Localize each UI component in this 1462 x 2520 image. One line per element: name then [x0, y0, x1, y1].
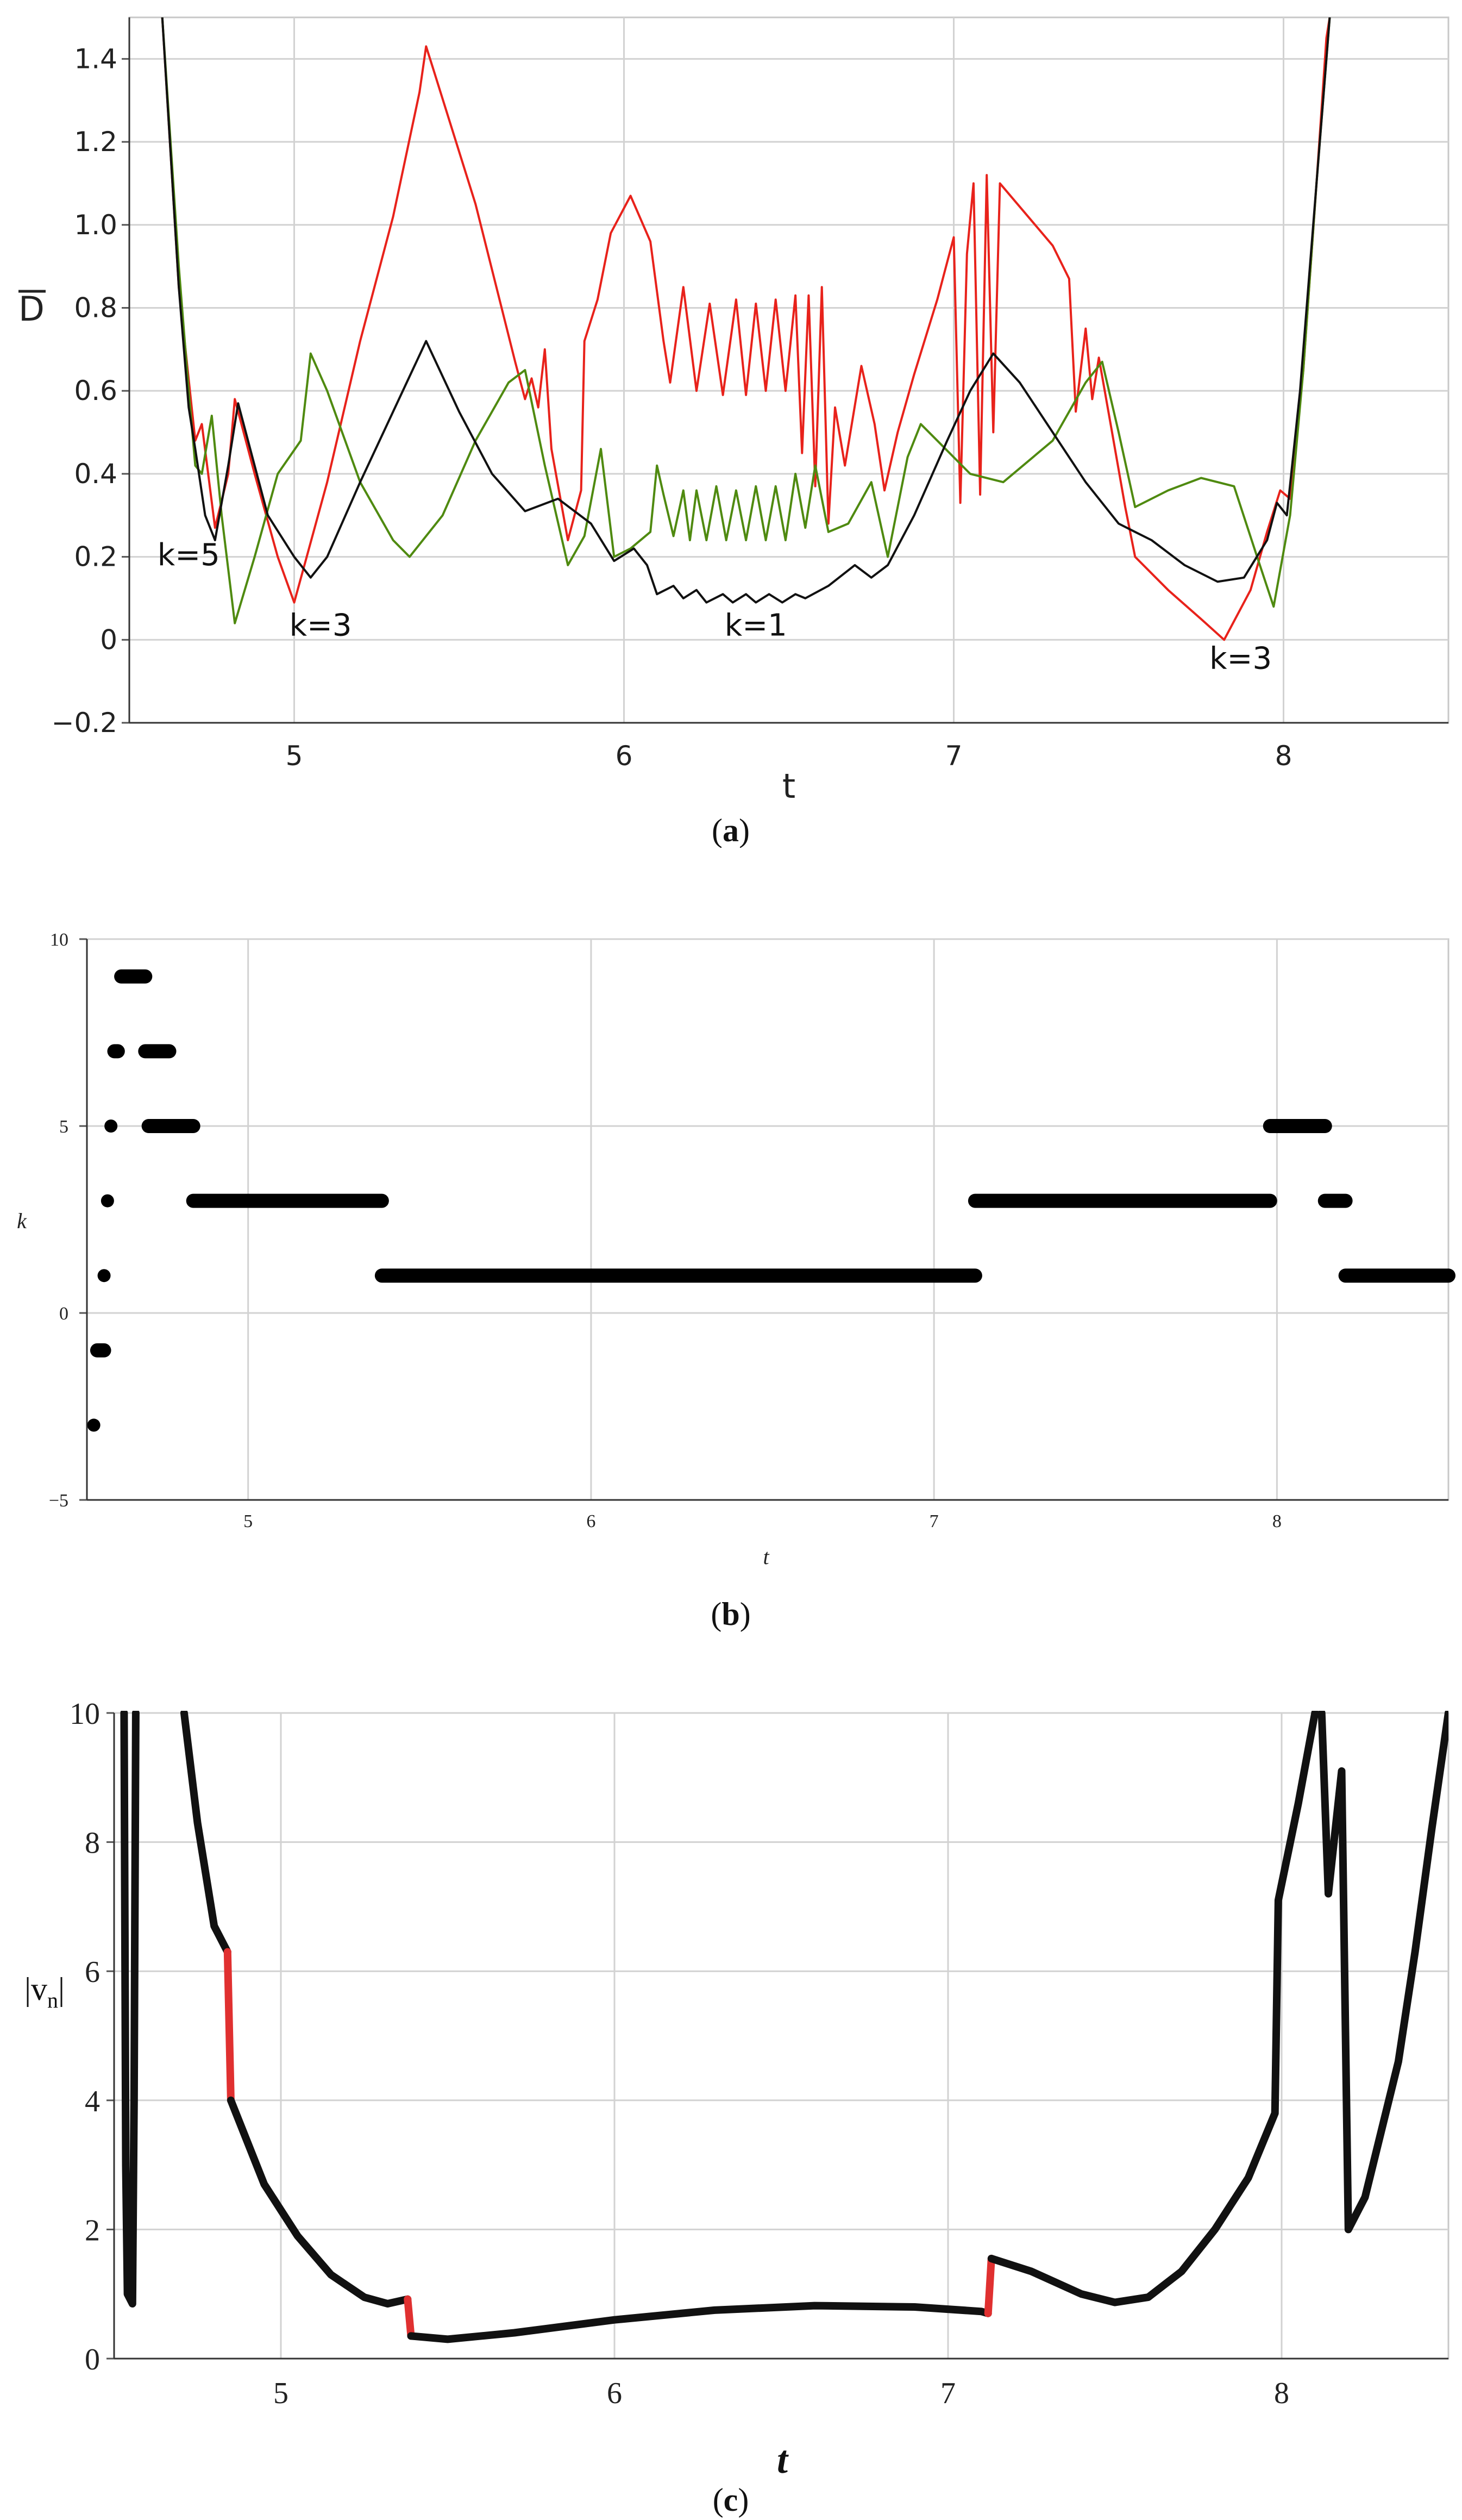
x-tick-label: 5 — [286, 740, 303, 772]
y-tick-label: 0 — [59, 1304, 68, 1324]
x-axis-label: t — [777, 2438, 789, 2481]
y-tick-label: 0.8 — [74, 292, 117, 323]
series-line-3 — [227, 2096, 412, 2308]
y-axis-label-end: | — [58, 1971, 65, 2007]
x-axis-label: t — [782, 766, 795, 806]
figure-caption-a: (a) — [712, 812, 750, 848]
chart-a: 5 6 7 8 −0.2 0 0.2 0.4 0.6 0.8 1.0 1.2 1.4 k=5 k=3 k=1 k… — [18, 16, 1450, 848]
x-tick-label: 5 — [273, 2377, 288, 2410]
series-line-1 — [180, 1711, 231, 1956]
y-tick-label: 2 — [85, 2213, 100, 2247]
figure-caption-c: (c) — [713, 2482, 749, 2518]
y-axis-label-subscript: n — [47, 1988, 58, 2012]
x-tick-label: 8 — [1275, 740, 1292, 772]
plot-frame — [113, 1712, 1450, 2360]
series-line-0 — [161, 17, 1331, 641]
y-tick-label: 1.4 — [74, 43, 117, 74]
y-tick-label: −5 — [49, 1491, 68, 1511]
x-tick-label: 6 — [607, 2377, 622, 2410]
y-tick-label: 10 — [50, 930, 68, 950]
caption-letter: a — [723, 812, 739, 848]
x-tick-label: 6 — [616, 740, 633, 772]
annotation-label: k=3 — [1209, 641, 1272, 677]
y-tick-label: 0 — [100, 624, 117, 655]
figure-caption-b: (b) — [711, 1596, 750, 1632]
annotation-label: k=1 — [725, 608, 787, 643]
series-group — [161, 17, 1331, 641]
y-axis-label: k — [17, 1209, 27, 1233]
data-point — [104, 1120, 118, 1133]
data-point — [101, 1194, 114, 1208]
y-tick-label: 8 — [85, 1827, 100, 1860]
x-axis-label: t — [763, 1544, 769, 1569]
y-axis-label-main: |v — [24, 1971, 47, 2007]
caption-letter: c — [724, 2482, 738, 2518]
y-tick-label: 4 — [85, 2085, 100, 2118]
x-tick-label: 7 — [940, 2377, 956, 2410]
series-line-2 — [223, 1948, 235, 2104]
chart-c: 5 6 7 8 0 2 4 6 8 10 t |vn| (c) — [24, 1697, 1450, 2518]
annotation-label: k=3 — [290, 608, 352, 643]
x-tick-label: 7 — [945, 740, 963, 772]
x-tick-label: 7 — [930, 1511, 939, 1531]
annotation-label: k=5 — [158, 537, 220, 573]
x-tick-label: 8 — [1274, 2377, 1289, 2410]
y-axis-label: |vn| — [24, 1971, 65, 2012]
series-line-5 — [407, 2302, 992, 2343]
series-line-2 — [161, 17, 1331, 604]
y-tick-label: 1.0 — [74, 209, 117, 241]
plot-frame — [128, 16, 1450, 724]
chart-b: 5 6 7 8 −5 0 5 10 t k (b) — [17, 930, 1455, 1632]
caption-letter: b — [721, 1596, 739, 1632]
x-tick-label: 6 — [586, 1511, 595, 1531]
x-tick-label: 8 — [1272, 1511, 1282, 1531]
y-tick-label: 6 — [85, 1955, 100, 1989]
y-tick-label: 1.2 — [74, 126, 117, 158]
series-line-1 — [161, 17, 1331, 624]
data-point — [87, 1418, 101, 1432]
x-tick-label: 5 — [243, 1511, 253, 1531]
plot-frame — [86, 938, 1450, 1501]
series-line-8 — [1317, 1711, 1448, 2234]
series-line-4 — [404, 2295, 415, 2340]
y-axis-label: D — [18, 289, 45, 329]
y-tick-label: 0.2 — [74, 541, 117, 573]
y-tick-label: 0.4 — [74, 458, 117, 490]
series-group — [120, 1711, 1448, 2343]
y-tick-label: 0 — [85, 2343, 100, 2377]
data-point — [97, 1269, 111, 1283]
y-tick-label: −0.2 — [52, 707, 117, 739]
series-line-0 — [120, 1711, 140, 2308]
series-line-6 — [984, 2254, 995, 2317]
y-tick-label: 0.6 — [74, 375, 117, 407]
y-tick-label: 10 — [70, 1697, 100, 1731]
y-tick-label: 5 — [59, 1117, 68, 1137]
series-line-7 — [987, 1711, 1319, 2306]
